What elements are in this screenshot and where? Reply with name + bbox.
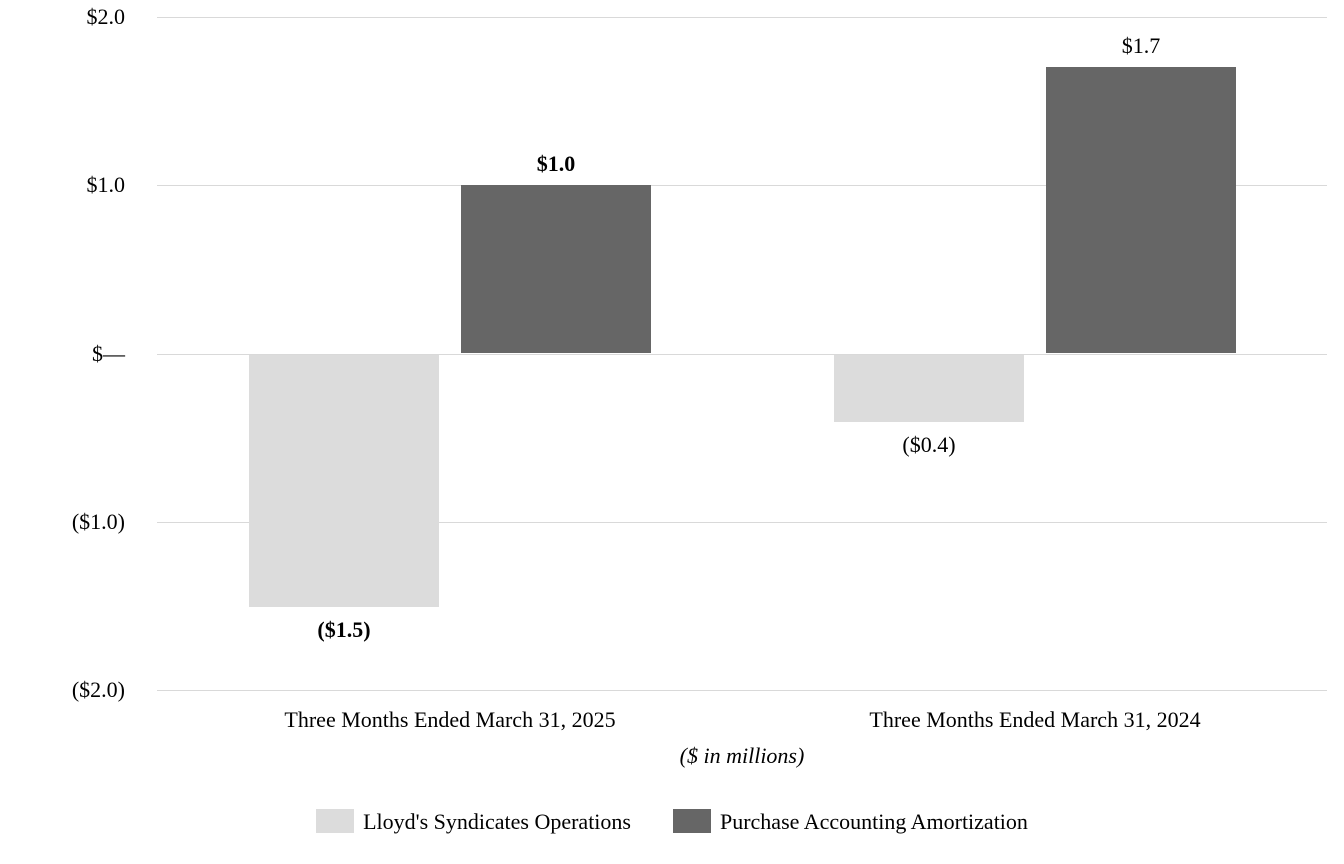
category-label: Three Months Ended March 31, 2024 (869, 707, 1201, 732)
units-footnote: ($ in millions) (679, 743, 805, 768)
legend-label: Lloyd's Syndicates Operations (363, 808, 631, 834)
legend: Lloyd's Syndicates Operations Purchase A… (0, 806, 1344, 836)
bar (461, 185, 651, 353)
y-axis-tick-label: $2.0 (86, 4, 126, 29)
bar-value-label: ($1.5) (317, 617, 371, 642)
y-axis-tick-label: ($1.0) (71, 509, 125, 534)
bar-value-label: $1.7 (1121, 33, 1161, 58)
bar-value-label: $1.0 (536, 151, 576, 176)
bar (249, 355, 439, 607)
bar (1046, 67, 1236, 353)
gridline (157, 690, 1327, 691)
gridline (157, 354, 1327, 355)
gridline (157, 522, 1327, 523)
y-axis-tick-label: ($2.0) (71, 677, 125, 702)
legend-item-purchase-accounting: Purchase Accounting Amortization (672, 808, 1028, 835)
y-axis-tick-label: $1.0 (86, 172, 126, 197)
legend-item-lloyds: Lloyd's Syndicates Operations (316, 808, 631, 835)
bar-value-label: ($0.4) (902, 432, 956, 457)
legend-swatch-icon (316, 809, 355, 833)
y-axis-tick-label: $— (92, 341, 125, 366)
gridline (157, 17, 1327, 18)
category-label: Three Months Ended March 31, 2025 (284, 707, 616, 732)
legend-swatch-icon (672, 809, 711, 833)
legend-label: Purchase Accounting Amortization (719, 808, 1028, 834)
bar (834, 355, 1024, 422)
gridline (157, 185, 1327, 186)
